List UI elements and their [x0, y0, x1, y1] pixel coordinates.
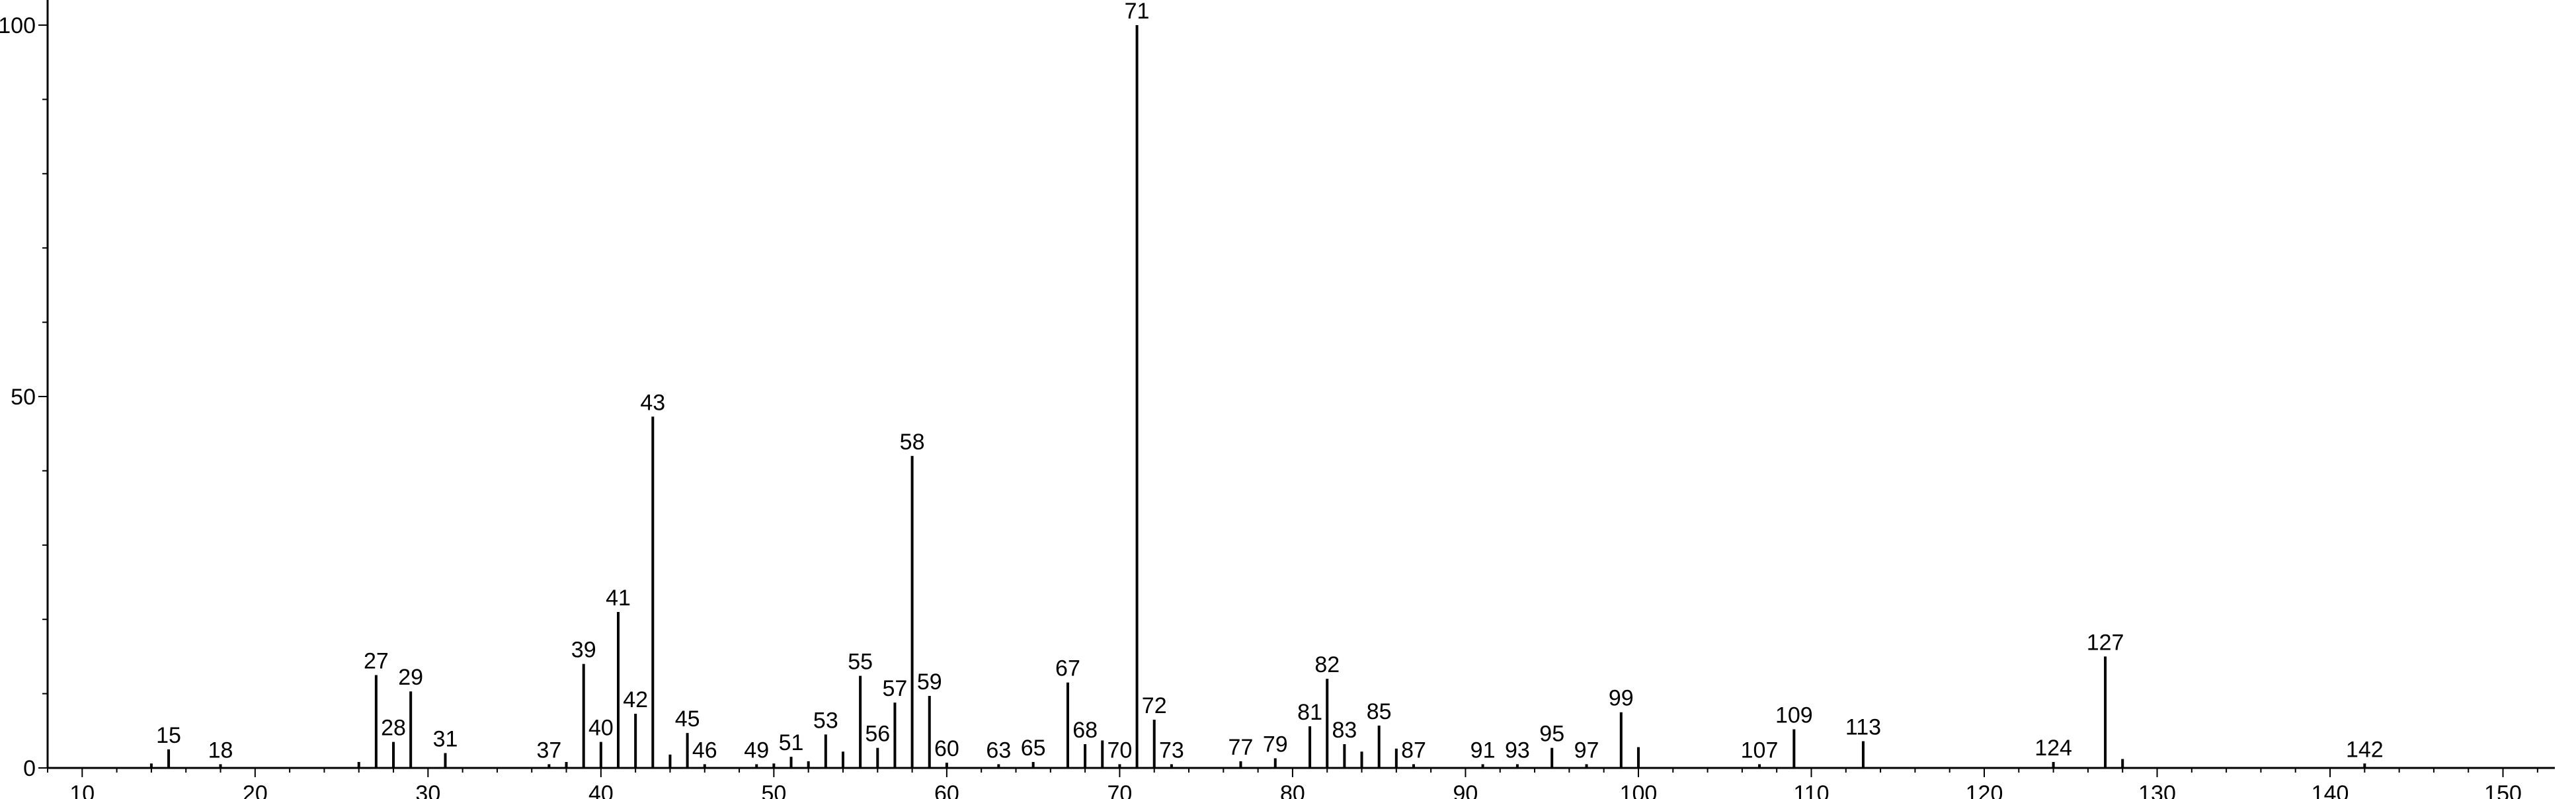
peak-label: 85 [1367, 699, 1392, 724]
peak-label: 99 [1609, 686, 1634, 711]
peak-label: 65 [1021, 736, 1046, 761]
y-tick-label: 50 [11, 385, 36, 410]
peak-label: 73 [1159, 738, 1184, 763]
spectrum-peaks [149, 25, 2366, 768]
x-tick-label: 140 [2312, 781, 2349, 799]
peak-label: 49 [744, 738, 769, 763]
peak-label: 29 [398, 665, 423, 690]
x-tick-label: 30 [415, 781, 440, 799]
x-tick-label: 80 [1280, 781, 1305, 799]
peak-label: 31 [433, 727, 458, 752]
peak-label: 77 [1228, 735, 1254, 760]
y-axis-ticks: 0 50 100 [0, 13, 48, 781]
peak-label: 53 [813, 708, 838, 733]
x-tick-label: 40 [588, 781, 614, 799]
peak-label: 97 [1574, 738, 1599, 763]
axes [46, 0, 2555, 769]
x-tick-label: 110 [1793, 781, 1829, 799]
peak-label: 46 [692, 738, 717, 763]
peak-label: 37 [536, 738, 561, 763]
peak-label: 79 [1263, 732, 1288, 757]
peak-label: 55 [848, 650, 873, 675]
peak-label: 81 [1297, 700, 1322, 725]
x-tick-label: 10 [69, 781, 95, 799]
peak-label: 127 [2087, 630, 2124, 655]
peak-label: 109 [1775, 703, 1813, 728]
peak-label: 28 [381, 716, 406, 741]
x-tick-label: 90 [1453, 781, 1478, 799]
peak-label: 39 [571, 638, 596, 663]
peak-label: 124 [2034, 736, 2072, 761]
peak-label: 68 [1072, 718, 1098, 743]
peak-label: 71 [1125, 0, 1150, 24]
peak-label: 93 [1505, 738, 1530, 763]
peak-label: 42 [623, 687, 648, 712]
peak-label: 51 [779, 730, 804, 755]
x-tick-label: 70 [1107, 781, 1132, 799]
peak-label: 41 [606, 586, 631, 611]
x-tick-label: 150 [2484, 781, 2522, 799]
peak-label: 63 [986, 738, 1011, 763]
peak-label: 72 [1142, 693, 1167, 718]
peak-label: 56 [865, 722, 890, 747]
peak-label: 15 [156, 723, 181, 748]
peak-labels: 15 18 27 28 29 31 37 39 40 41 42 43 45 46 49 51 53 55 56 57… [156, 0, 2384, 763]
peak-label: 67 [1055, 656, 1080, 681]
peak-label: 70 [1107, 738, 1132, 763]
peak-label: 57 [883, 676, 908, 701]
peak-label: 82 [1314, 652, 1340, 677]
peak-label: 87 [1401, 738, 1426, 763]
y-tick-label: 100 [0, 13, 36, 38]
peak-label: 95 [1539, 722, 1564, 747]
x-tick-label: 100 [1620, 781, 1658, 799]
peak-label: 18 [208, 738, 233, 763]
peak-label: 45 [675, 706, 700, 732]
peak-label: 91 [1470, 738, 1496, 763]
peak-label: 83 [1332, 718, 1357, 743]
peak-label: 27 [364, 649, 389, 674]
peak-label: 43 [640, 390, 665, 415]
x-tick-label: 130 [2138, 781, 2176, 799]
peak-label: 40 [588, 716, 614, 741]
x-tick-label: 120 [1966, 781, 2003, 799]
x-tick-label: 50 [761, 781, 786, 799]
peak-label: 58 [900, 430, 925, 455]
peak-label: 113 [1845, 715, 1881, 740]
x-tick-label: 60 [934, 781, 959, 799]
peak-label: 60 [934, 736, 959, 761]
peak-label: 142 [2346, 737, 2384, 762]
peak-label: 107 [1741, 738, 1779, 763]
x-axis-ticks: 10 20 30 40 50 60 70 80 90 100 110 120 130 140 150 [47, 768, 2538, 799]
peak-label: 59 [917, 669, 942, 695]
x-tick-label: 20 [243, 781, 268, 799]
y-tick-label: 0 [23, 756, 36, 781]
